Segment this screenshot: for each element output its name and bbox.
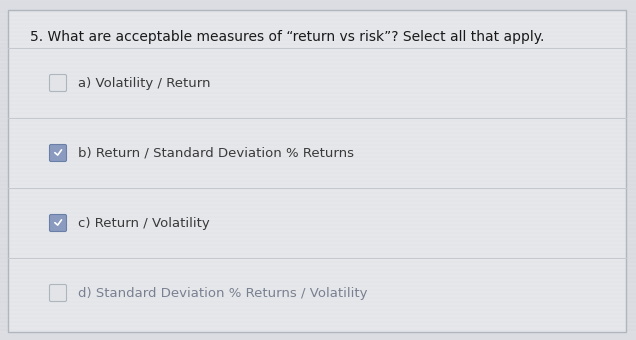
Text: b) Return / Standard Deviation % Returns: b) Return / Standard Deviation % Returns	[78, 147, 354, 159]
FancyBboxPatch shape	[8, 10, 626, 332]
FancyBboxPatch shape	[50, 144, 67, 162]
FancyBboxPatch shape	[50, 74, 67, 91]
FancyBboxPatch shape	[50, 285, 67, 302]
Text: d) Standard Deviation % Returns / Volatility: d) Standard Deviation % Returns / Volati…	[78, 287, 368, 300]
Text: 5. What are acceptable measures of “return vs risk”? Select all that apply.: 5. What are acceptable measures of “retu…	[30, 30, 544, 44]
Text: c) Return / Volatility: c) Return / Volatility	[78, 217, 210, 230]
FancyBboxPatch shape	[50, 215, 67, 232]
Text: a) Volatility / Return: a) Volatility / Return	[78, 76, 211, 89]
